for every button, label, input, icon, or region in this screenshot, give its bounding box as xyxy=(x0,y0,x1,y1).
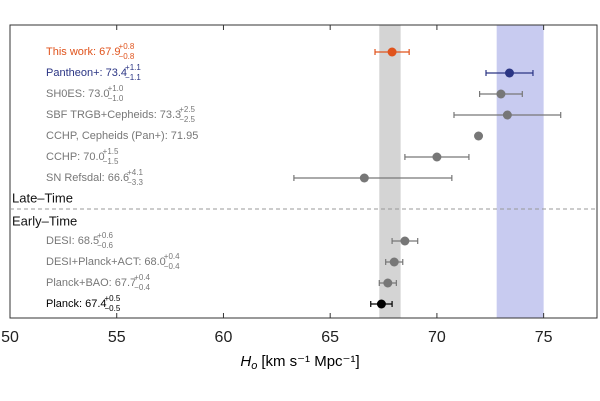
row-label: CCHP, Cepheids (Pan+): 71.95 xyxy=(46,130,198,142)
row-name: DESI+Planck+ACT: xyxy=(46,256,141,268)
err-plus-label: +2.5 xyxy=(179,105,195,114)
err-minus-label: −0.4 xyxy=(134,283,150,292)
err-plus-label: +0.5 xyxy=(105,294,121,303)
point xyxy=(383,278,393,288)
row-label: DESI+Planck+ACT: 68.0 xyxy=(46,256,166,268)
point xyxy=(400,236,410,246)
err-minus-label: −3.3 xyxy=(127,178,143,187)
point xyxy=(504,68,514,78)
row-value: 73.0 xyxy=(88,88,109,100)
x-tick-label: 75 xyxy=(535,329,553,346)
row-name: CCHP: xyxy=(46,151,80,163)
x-tick-label: 65 xyxy=(321,329,339,346)
row-label: DESI: 68.5 xyxy=(46,235,99,247)
point xyxy=(502,110,512,120)
x-axis-label: Ho [km s⁻¹ Mpc⁻¹] xyxy=(240,353,359,372)
row-value: 73.3 xyxy=(160,109,181,121)
x-tick-label: 50 xyxy=(1,329,19,346)
row-label: Planck+BAO: 67.7 xyxy=(46,277,136,289)
err-minus-label: −0.5 xyxy=(105,304,121,313)
row-value: 68.5 xyxy=(78,235,99,247)
err-minus-label: −2.5 xyxy=(179,115,195,124)
x-tick-label: 70 xyxy=(428,329,446,346)
row-name: CCHP, Cepheids (Pan+): xyxy=(46,130,168,142)
band xyxy=(379,25,401,318)
err-minus-label: −0.6 xyxy=(97,241,113,250)
row-value: 68.0 xyxy=(144,256,165,268)
row-label: Planck: 67.4 xyxy=(46,298,107,310)
row-label: This work: 67.9 xyxy=(46,46,121,58)
x-label-sub: o xyxy=(251,360,257,372)
row-label: CCHP: 70.0 xyxy=(46,151,105,163)
point xyxy=(387,47,397,57)
x-label-unit: [km s⁻¹ Mpc⁻¹] xyxy=(261,353,359,370)
err-plus-label: +1.1 xyxy=(125,63,141,72)
row-name: Pantheon+: xyxy=(46,67,103,79)
row-value: 67.4 xyxy=(85,298,106,310)
band xyxy=(496,25,544,318)
row-label: Pantheon+: 73.4 xyxy=(46,67,127,79)
row-name: DESI: xyxy=(46,235,75,247)
err-minus-label: −1.0 xyxy=(108,94,124,103)
plot-frame xyxy=(9,24,598,319)
bands xyxy=(379,25,544,318)
section-label: Early–Time xyxy=(12,213,77,228)
point xyxy=(389,257,399,267)
err-plus-label: +0.4 xyxy=(164,252,180,261)
err-plus-label: +4.1 xyxy=(127,168,143,177)
err-plus-label: +1.0 xyxy=(108,84,124,93)
x-tick-label: 60 xyxy=(215,329,233,346)
row-label: SH0ES: 73.0 xyxy=(46,88,110,100)
point xyxy=(474,131,484,141)
err-minus-label: −1.1 xyxy=(125,73,141,82)
row-name: Planck+BAO: xyxy=(46,277,112,289)
point xyxy=(496,89,506,99)
row-name: SBF TRGB+Cepheids: xyxy=(46,109,157,121)
err-plus-label: +0.8 xyxy=(119,42,135,51)
x-label-main: H xyxy=(240,353,251,370)
err-minus-label: −1.5 xyxy=(103,157,119,166)
err-plus-label: +1.5 xyxy=(103,147,119,156)
row-label: SN Refsdal: 66.6 xyxy=(46,172,129,184)
err-minus-label: −0.8 xyxy=(119,52,135,61)
x-tick-label: 55 xyxy=(108,329,126,346)
point xyxy=(376,299,386,309)
section-label: Late–Time xyxy=(12,190,73,205)
row-value: 70.0 xyxy=(83,151,104,163)
row-value: 71.95 xyxy=(171,130,199,142)
row-value: 67.9 xyxy=(99,46,120,58)
row-label: SBF TRGB+Cepheids: 73.3 xyxy=(46,109,181,121)
point xyxy=(432,152,442,162)
row-value: 73.4 xyxy=(106,67,127,79)
row-value: 67.7 xyxy=(115,277,136,289)
row-name: SH0ES: xyxy=(46,88,85,100)
row-name: Planck: xyxy=(46,298,82,310)
err-plus-label: +0.6 xyxy=(97,231,113,240)
row-name: This work: xyxy=(46,46,96,58)
err-minus-label: −0.4 xyxy=(164,262,180,271)
row-name: SN Refsdal: xyxy=(46,172,105,184)
err-plus-label: +0.4 xyxy=(134,273,150,282)
row-value: 66.6 xyxy=(108,172,129,184)
point xyxy=(359,173,369,183)
